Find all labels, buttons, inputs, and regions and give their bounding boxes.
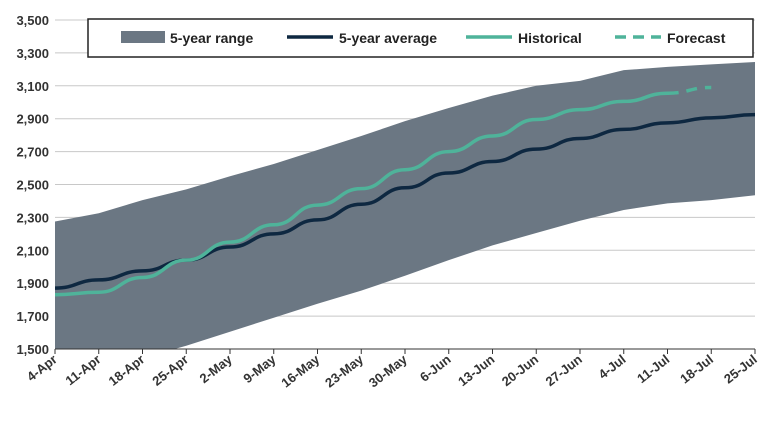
range-band [55,61,755,349]
x-tick-label: 23-May [322,351,367,390]
legend-label-range: 5-year range [170,30,253,46]
x-tick-label: 27-Jun [543,352,585,390]
x-tick-label: 18-Jul [677,352,716,387]
x-tick-label: 18-Apr [106,352,148,389]
y-tick-label: 2,700 [16,145,49,160]
x-tick-label: 13-Jun [455,352,497,390]
x-tick-label: 11-Jul [634,352,672,387]
y-tick-label: 3,100 [16,79,49,94]
x-tick-label: 9-May [240,351,279,386]
y-tick-label: 2,100 [16,243,49,258]
y-tick-label: 3,300 [16,46,49,61]
y-tick-label: 2,900 [16,112,49,127]
x-tick-label: 16-May [278,351,323,390]
x-tick-label: 4-Jul [595,352,628,383]
y-tick-label: 1,900 [16,276,49,291]
y-tick-label: 1,700 [16,309,49,324]
x-tick-label: 30-May [366,351,411,390]
legend-swatch-range [121,31,165,43]
x-tick-label: 6-Jun [417,352,454,385]
x-tick-label: 11-Apr [62,352,103,389]
legend-label-historical: Historical [518,30,582,46]
legend-label-average: 5-year average [339,30,437,46]
x-tick-label: 25-Apr [149,352,191,389]
legend: 5-year range 5-year average Historical F… [87,18,754,58]
series-line-historical [55,91,670,297]
y-tick-label: 2,500 [16,178,49,193]
y-tick-label: 3,500 [16,13,49,28]
range-band-layer [55,61,755,349]
legend-label-forecast: Forecast [667,30,726,46]
x-tick-label: 2-May [197,351,236,386]
y-tick-label: 2,300 [16,210,49,225]
x-tick-label: 20-Jun [499,352,541,390]
series-line-forecast [667,85,712,95]
y-tick-label: 1,500 [16,342,49,357]
x-tick-label: 25-Jul [721,352,760,387]
series-lines-layer [55,85,755,297]
